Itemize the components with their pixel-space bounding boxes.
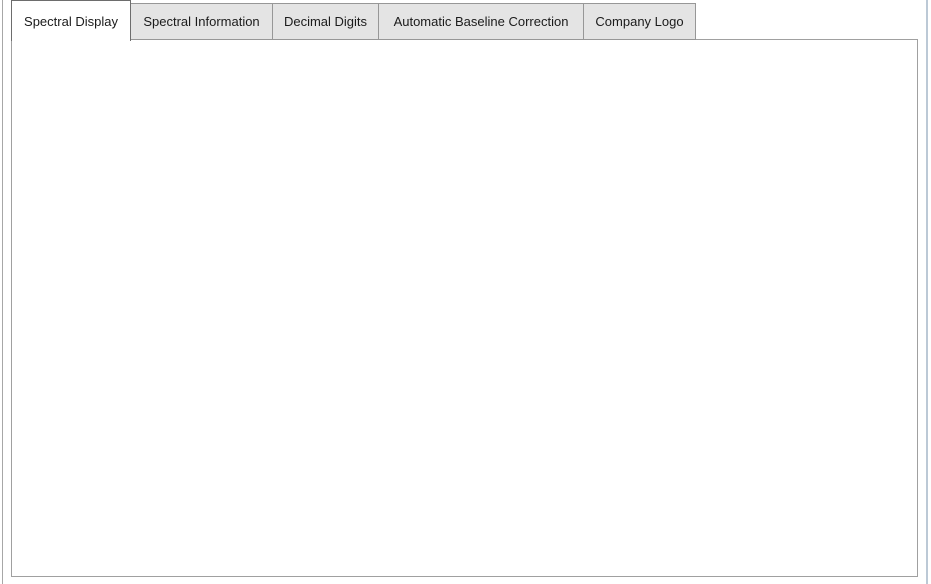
tab-label: Automatic Baseline Correction: [393, 14, 569, 29]
window-left-edge: [2, 0, 3, 584]
tab-company-logo[interactable]: Company Logo: [583, 3, 696, 40]
tab-decimal-digits[interactable]: Decimal Digits: [272, 3, 379, 40]
tab-content-panel: [11, 39, 918, 577]
tab-label: Company Logo: [595, 14, 684, 29]
window-right-edge: [926, 0, 928, 584]
tab-label: Decimal Digits: [283, 14, 368, 29]
tab-spectral-information[interactable]: Spectral Information: [130, 3, 273, 40]
tab-label: Spectral Display: [24, 13, 118, 29]
tab-label: Spectral Information: [143, 14, 260, 29]
tab-automatic-baseline-correction[interactable]: Automatic Baseline Correction: [378, 3, 584, 40]
tab-spectral-display[interactable]: Spectral Display: [11, 0, 131, 41]
